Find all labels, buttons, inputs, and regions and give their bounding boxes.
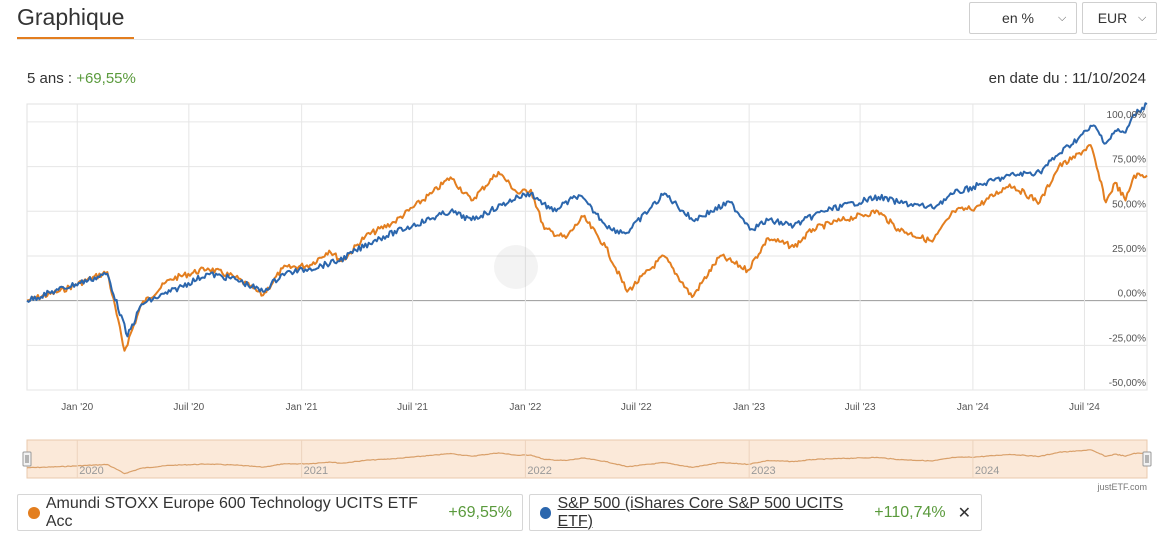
x-tick-label: Jan '22 [509,402,541,413]
range-navigator: 2020 2021 2022 2023 2024 [22,439,1152,479]
currency-select[interactable]: EUR ⌵ [1082,2,1157,34]
x-tick-label: Jan '20 [61,402,93,413]
legend-item-label: Amundi STOXX Europe 600 Technology UCITS… [45,494,418,530]
navigator-line [26,449,1148,475]
close-icon[interactable]: ✕ [957,504,971,522]
as-of-date: en date du : 11/10/2024 [988,70,1146,87]
x-tick-label: Juil '23 [845,402,876,413]
chart-lines [26,102,1148,352]
y-tick-label: 25,00% [1112,244,1146,255]
x-tick-label: Juil '21 [397,402,428,413]
legend-dot-blue [540,506,552,519]
unit-select-value: en % [1002,10,1034,26]
series-line-sp500 [26,102,1148,338]
navigator-year-label: 2024 [975,465,999,477]
legend-item-link[interactable]: S&P 500 (iShares Core S&P 500 UCITS ETF) [557,494,844,530]
page-title: Graphique [17,4,125,30]
title-underline [17,37,134,39]
x-tick-label: Juil '20 [173,402,204,413]
chevron-down-icon: ⌵ [1058,11,1067,24]
legend-dot-orange [28,506,40,519]
x-tick-label: Juil '24 [1069,402,1100,413]
series-line-amundi [26,144,1148,352]
x-axis-ticks: Jan '20 Juil '20 Jan '21 Juil '21 Jan '22 Jui… [61,402,1100,413]
navigator-handle-left[interactable] [22,451,32,467]
legend-item-sp500[interactable]: S&P 500 (iShares Core S&P 500 UCITS ETF)… [529,494,982,531]
y-tick-label: -25,00% [1109,333,1146,344]
y-axis-ticks: 100,00% 75,00% 50,00% 25,00% 0,00% -25,00% -50… [1107,110,1147,389]
x-tick-label: Jan '21 [286,402,318,413]
navigator-year-label: 2022 [527,465,551,477]
navigator-year-label: 2020 [79,465,103,477]
y-tick-label: 50,00% [1112,199,1146,210]
y-tick-label: -50,00% [1109,378,1146,389]
header-divider [17,39,1157,40]
source-credit: justETF.com [1097,482,1147,492]
navigator-year-label: 2023 [751,465,775,477]
watermark-logo-circle [494,245,538,289]
y-tick-label: 100,00% [1107,110,1147,121]
period-value: +69,55% [76,70,136,87]
x-tick-label: Jan '23 [733,402,765,413]
y-tick-label: 75,00% [1112,155,1146,166]
legend-item-amundi[interactable]: Amundi STOXX Europe 600 Technology UCITS… [17,494,523,531]
x-tick-label: Juil '22 [621,402,652,413]
legend-item-value: +69,55% [448,503,512,521]
plot-area-border [26,103,1148,391]
y-tick-label: 0,00% [1118,289,1146,300]
unit-select[interactable]: en % ⌵ [969,2,1077,34]
currency-select-value: EUR [1097,10,1128,26]
watermark-logo [494,245,538,289]
navigator-year-label: 2021 [304,465,328,477]
legend-item-value: +110,74% [874,503,946,521]
period-performance: 5 ans : +69,55% [27,70,136,87]
chart-grid [26,103,1148,391]
navigator-handle-right[interactable] [1142,451,1152,467]
chevron-down-icon: ⌵ [1138,11,1147,24]
period-label: 5 ans : [27,70,77,87]
x-tick-label: Jan '24 [957,402,989,413]
